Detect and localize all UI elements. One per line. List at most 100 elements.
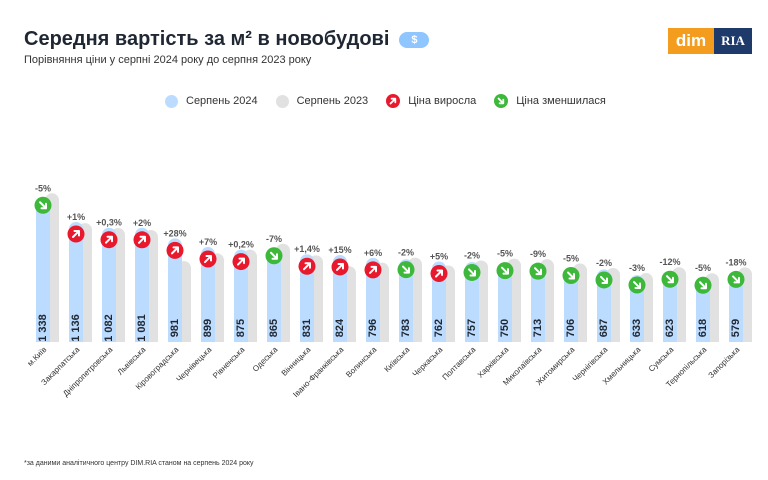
legend: Серпень 2024 Серпень 2023 Ціна виросла Ц… bbox=[165, 94, 606, 108]
value-label: 633 bbox=[631, 319, 643, 337]
change-label: -9% bbox=[530, 249, 546, 259]
change-label: -5% bbox=[497, 249, 513, 259]
badge-arrow bbox=[138, 235, 146, 244]
chart-title-text: Середня вартість за м² в новобудові bbox=[24, 28, 390, 50]
value-label: 875 bbox=[235, 319, 247, 337]
bar-current bbox=[696, 276, 710, 342]
logo-dim-part: dim bbox=[668, 28, 714, 54]
category-label: Львівська bbox=[116, 345, 148, 377]
change-label: -2% bbox=[398, 248, 414, 258]
legend-label-previous: Серпень 2023 bbox=[296, 95, 369, 107]
badge-arrow bbox=[534, 267, 542, 276]
badge-arrow bbox=[501, 266, 509, 275]
bar-current bbox=[168, 238, 182, 342]
category-label: Вінницька bbox=[280, 345, 313, 378]
change-label: +5% bbox=[430, 252, 448, 262]
badge-arrow bbox=[402, 265, 410, 274]
bar-current bbox=[333, 254, 347, 342]
change-label: -2% bbox=[464, 250, 480, 260]
value-label: 706 bbox=[565, 319, 577, 337]
value-label: 757 bbox=[466, 319, 478, 337]
badge-arrow bbox=[600, 275, 608, 284]
value-label: 824 bbox=[334, 318, 346, 337]
badge-arrow bbox=[303, 262, 311, 271]
change-label: +6% bbox=[364, 248, 382, 258]
badge-arrow bbox=[171, 246, 179, 255]
price-down-icon bbox=[34, 196, 52, 214]
category-label: Запорізька bbox=[707, 345, 742, 380]
badge-arrow bbox=[666, 275, 674, 284]
badge-arrow bbox=[204, 255, 212, 264]
value-label: 1 081 bbox=[136, 314, 148, 342]
category-label: Черкаська bbox=[411, 345, 445, 379]
price-down-icon bbox=[694, 276, 712, 294]
price-up-icon bbox=[232, 253, 250, 271]
logo-ria-text: RIA bbox=[721, 33, 745, 48]
logo-ria-part: RIA bbox=[714, 28, 752, 54]
change-label: +0,2% bbox=[228, 240, 254, 250]
badge-arrow bbox=[39, 201, 47, 210]
bar-current bbox=[531, 266, 545, 342]
dim-ria-logo[interactable]: dim RIA bbox=[668, 28, 752, 54]
value-label: 1 082 bbox=[103, 314, 115, 342]
price-up-icon bbox=[133, 231, 151, 249]
chart-title: Середня вартість за м² в новобудові $ bbox=[24, 28, 430, 51]
bar-current bbox=[102, 227, 117, 342]
change-label: +15% bbox=[328, 245, 351, 255]
change-label: +1% bbox=[67, 212, 85, 222]
value-label: 865 bbox=[268, 319, 280, 337]
category-label: Сумська bbox=[647, 345, 676, 374]
bar-current bbox=[201, 247, 215, 342]
bar-current bbox=[366, 257, 380, 342]
value-label: 783 bbox=[400, 319, 412, 337]
price-up-icon bbox=[67, 225, 85, 243]
category-label: Полтавська bbox=[441, 345, 478, 382]
price-up-icon bbox=[430, 265, 448, 283]
value-label: 713 bbox=[532, 319, 544, 337]
price-up-icon bbox=[298, 257, 316, 275]
bar-current bbox=[69, 222, 83, 342]
price-down-icon bbox=[529, 262, 547, 280]
price-down-icon bbox=[496, 262, 514, 280]
value-label: 1 338 bbox=[37, 314, 49, 342]
badge-arrow bbox=[270, 251, 278, 260]
value-label: 831 bbox=[301, 319, 313, 337]
badge-arrow bbox=[237, 257, 245, 266]
change-label: -3% bbox=[629, 263, 645, 273]
change-label: +2% bbox=[133, 218, 151, 228]
price-down-icon bbox=[494, 94, 509, 108]
dollar-badge: $ bbox=[399, 31, 430, 48]
value-label: 618 bbox=[697, 319, 709, 337]
bar-current bbox=[465, 262, 479, 342]
change-label: -2% bbox=[596, 258, 612, 268]
bar-current bbox=[432, 261, 446, 342]
bar-current bbox=[729, 280, 743, 342]
price-up-icon bbox=[100, 231, 118, 249]
chart-subtitle: Порівняння ціни у серпні 2024 року до се… bbox=[24, 54, 312, 66]
footnote: *за даними аналітичного центру DIM.RIA с… bbox=[24, 460, 254, 467]
badge-arrow bbox=[72, 230, 80, 238]
legend-label-current: Серпень 2024 bbox=[186, 95, 258, 107]
value-label: 579 bbox=[730, 319, 742, 337]
bar-current bbox=[663, 276, 677, 342]
price-down-icon bbox=[628, 276, 646, 294]
price-down-icon bbox=[727, 270, 745, 288]
category-label: Волинська bbox=[344, 345, 379, 380]
category-label: Харківська bbox=[476, 345, 511, 380]
badge-arrow bbox=[336, 262, 344, 271]
bar-current bbox=[300, 254, 314, 342]
change-label: -12% bbox=[659, 257, 680, 267]
change-label: -18% bbox=[725, 257, 746, 267]
category-label: Київська bbox=[383, 345, 412, 374]
legend-label-up: Ціна виросла bbox=[408, 95, 477, 107]
bar-current bbox=[234, 249, 248, 342]
price-up-icon bbox=[386, 94, 401, 108]
value-label: 796 bbox=[367, 319, 379, 337]
legend-label-down: Ціна зменшилася bbox=[516, 95, 606, 107]
badge-arrow bbox=[732, 275, 740, 284]
category-label: Чернівецька bbox=[175, 345, 214, 384]
badge-arrow bbox=[567, 271, 575, 280]
bar-current bbox=[564, 267, 578, 342]
change-label: +28% bbox=[163, 228, 186, 238]
category-label: Одеська bbox=[251, 345, 280, 374]
